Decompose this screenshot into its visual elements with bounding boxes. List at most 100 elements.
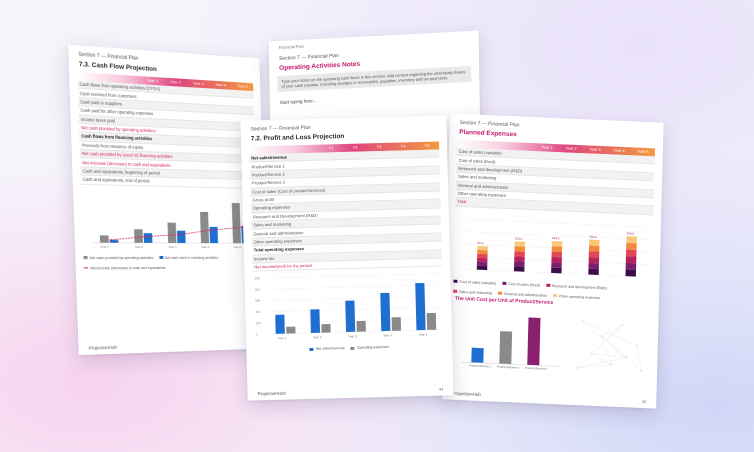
notes-field[interactable]: Start typing here... [280,90,470,105]
col-header: Year 5 [631,147,655,156]
stack-segment [589,251,600,257]
stack-segment [552,241,563,247]
tick-label: Product/Service 3 [525,365,548,370]
legend-item: Cost of sales (variable) [453,279,496,285]
tick-label: Year 3 [348,335,357,339]
stack-segment [588,268,599,274]
tick-label: Year 5 [419,333,428,337]
unit-cost-chart: Product/Service 1 Product/Service 2 Produc… [451,307,649,380]
tick-label: 500 [254,277,259,281]
col-header: Year 2 [559,144,583,153]
tick-label: Year 2 [135,244,144,248]
expenses-chart: 95.0 120.0 128.2 140.0 160.0 [454,210,651,281]
data-label: 140.0 [589,234,597,238]
stack-segment [589,245,600,251]
grid-line [465,219,651,227]
legend-item: General and administration [498,291,547,297]
stack-segment [514,246,525,251]
stack-segment [477,261,488,265]
stack-segment [552,251,563,257]
bar [177,230,186,242]
col-header: Y1 [319,144,343,153]
bar [167,222,176,242]
legend-item: Other operating expenses [553,294,600,300]
legend-item: Net cash used in investing activities [159,255,218,259]
col-header: Year 5 [231,82,253,91]
col-header: Year 4 [209,81,231,90]
tick-label: Product/Service 1 [469,363,492,368]
tick-label: Year 1 [278,336,287,340]
stack-segment [514,256,525,261]
tick-label: Year 1 [100,244,109,248]
stack-segment [626,236,637,243]
tick-label: 200 [255,310,260,314]
col-header: Y2 [343,143,367,152]
stack-segment [514,261,525,266]
bar [527,317,540,365]
tick-label: Year 5 [233,245,241,249]
data-label: 128.2 [552,236,560,240]
bar [275,315,285,334]
brand-footer: ProjectionHub [89,345,117,351]
stack-segment [625,269,636,276]
network-edge [581,321,642,371]
bar [427,313,437,330]
cash-flow-chart: Year 1 Year 2 Year 3 Year 4 Year 5 [81,188,258,248]
network-node [636,345,638,347]
bar [310,309,320,333]
bar [200,211,209,242]
bar [415,283,425,330]
network-node [610,363,612,365]
stack-segment [551,262,562,268]
chart-legend: Net sales/revenue Operating expenses [254,344,444,353]
page-title: 7.2. Profit and Loss Projection [251,130,447,142]
tick-label: Year 2 [313,335,322,339]
col-header: Year 4 [607,146,631,155]
bar [499,331,512,364]
tick-label: Year 4 [383,334,392,338]
stack-segment [626,242,637,249]
brand-footer: ProjectionHub [257,391,285,397]
network-edge [601,336,612,364]
col-header: Year 1 [141,76,164,85]
legend-item: Research and development (R&D) [546,283,607,290]
legend-item: Cost of sales (fixed) [502,281,540,287]
bar [100,235,109,242]
col-header: Y4 [391,142,415,151]
legend-item: Net sales/revenue [310,346,345,351]
tick-label: 0 [256,333,258,337]
network-edge [636,345,642,370]
stack-segment [477,246,488,250]
pl-table: Net sales/revenue Product/Service 1 Produc… [241,149,450,272]
tick-label: 100 [256,321,261,325]
network-edge [582,321,638,345]
legend-item: Net increase (decrease) in cash and equi… [84,265,166,269]
bar [232,202,241,242]
data-label: 120.0 [515,236,523,240]
col-header: Y3 [367,143,391,152]
col-header: Year 2 [164,78,187,87]
stack-segment [477,250,488,254]
col-header: Y5 [415,142,439,151]
bar [321,324,330,333]
tick-label: 400 [255,288,260,292]
tick-label: Year 3 [168,244,177,248]
stack-segment [551,257,562,263]
bar [471,347,483,362]
bar [286,327,295,334]
page-number: 45 [642,399,647,404]
data-label: 95.0 [477,241,483,245]
planned-expenses-page: Section 7 — Financial Plan Planned Expen… [442,113,663,408]
tick-label: Year 4 [201,245,209,249]
stack-segment [477,253,488,257]
stack-segment [626,256,637,263]
cash-flow-page: Section 7 — Financial Plan 7.3. Cash Flo… [68,45,269,355]
bar [392,317,402,331]
page-number: 44 [439,387,444,392]
legend-item: Sales and marketing [453,289,492,295]
stack-segment [477,257,488,261]
stack-segment [514,251,525,256]
tick-label: 300 [255,299,260,303]
legend-item: Net cash provided by operating activitie… [83,255,153,259]
stack-segment [515,241,526,246]
